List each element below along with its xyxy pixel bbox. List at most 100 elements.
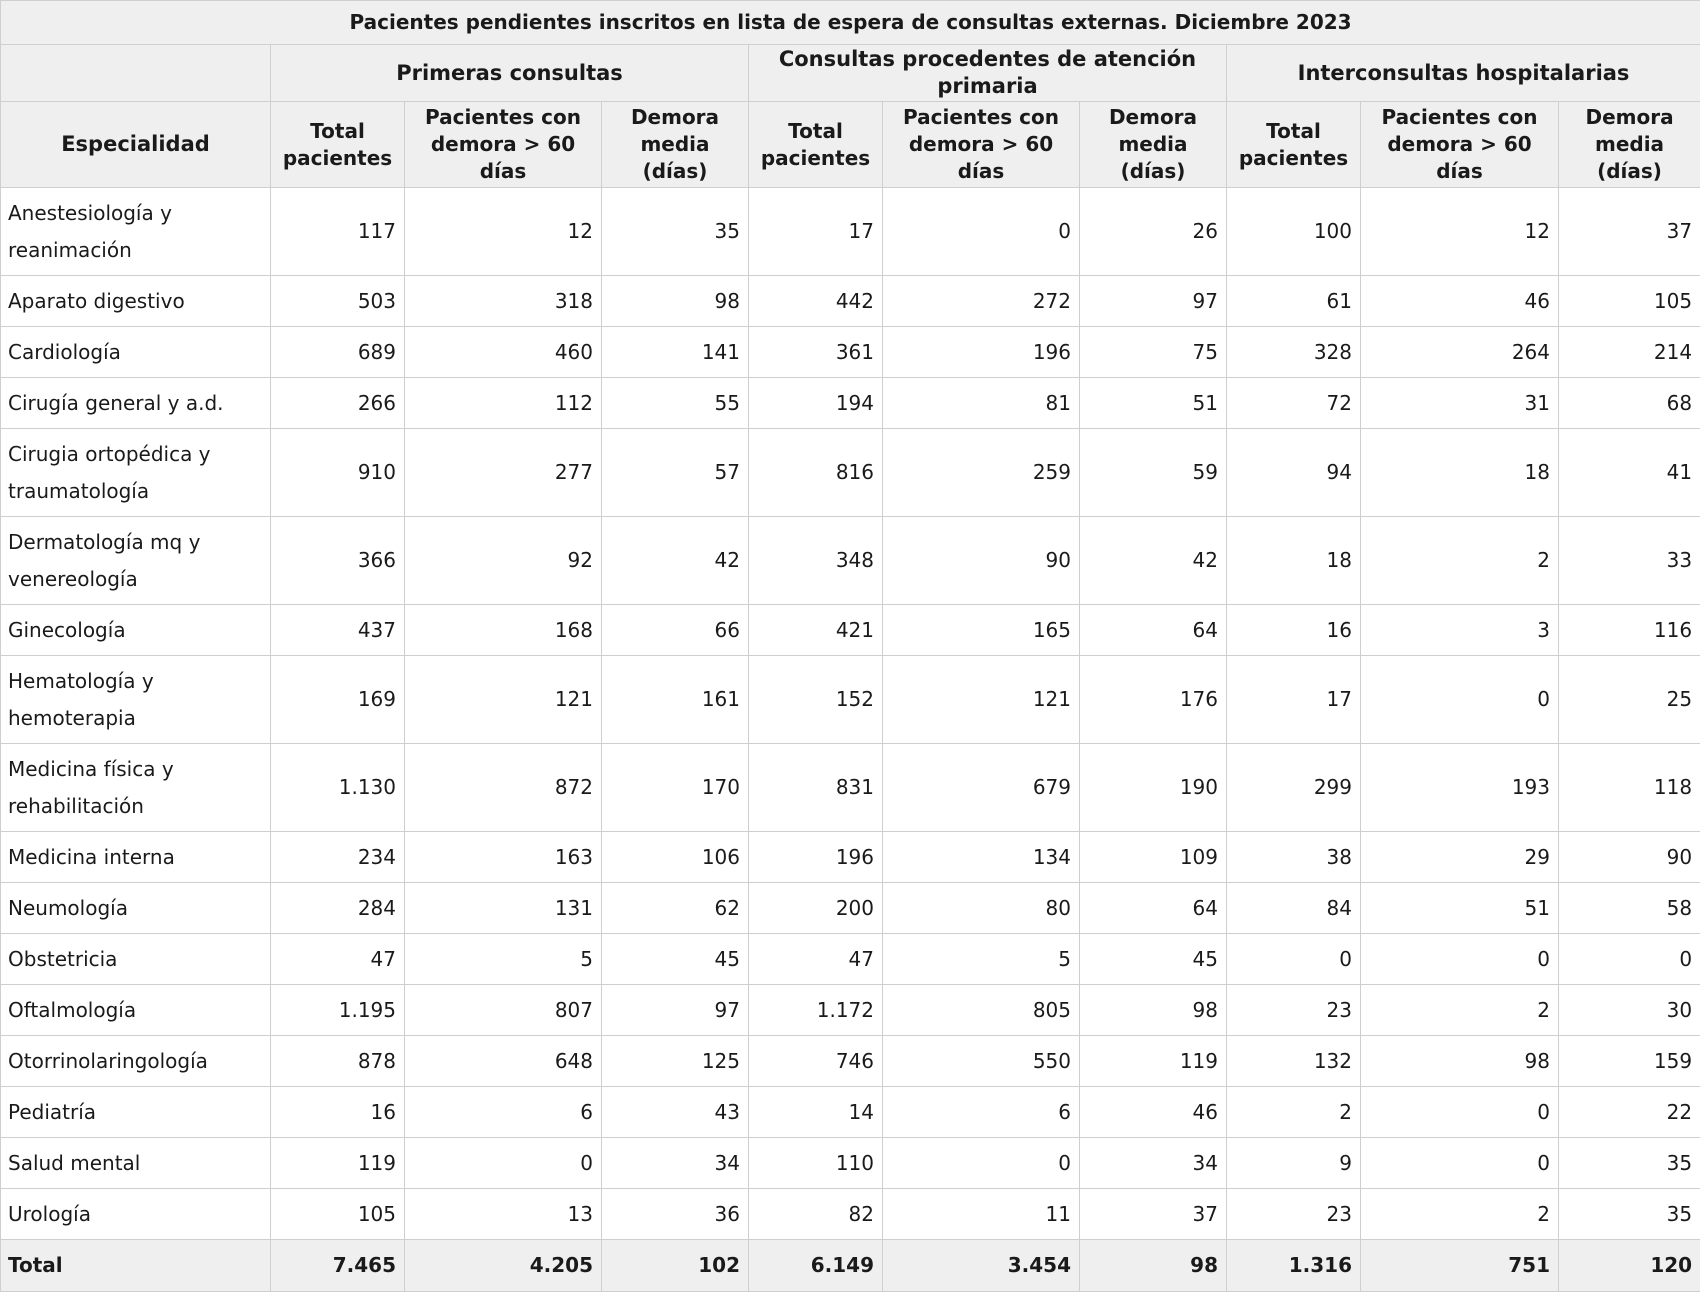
value-cell: 117	[271, 188, 405, 276]
total-cell: 751	[1361, 1240, 1559, 1292]
value-cell: 872	[405, 744, 602, 832]
value-cell: 98	[1361, 1036, 1559, 1087]
value-cell: 746	[749, 1036, 883, 1087]
value-cell: 366	[271, 517, 405, 605]
value-cell: 66	[602, 605, 749, 656]
value-cell: 193	[1361, 744, 1559, 832]
value-cell: 35	[1559, 1189, 1700, 1240]
total-cell: 6.149	[749, 1240, 883, 1292]
value-cell: 90	[883, 517, 1080, 605]
value-cell: 41	[1559, 429, 1700, 517]
value-cell: 55	[602, 378, 749, 429]
group-header-interconsultas: Interconsultas hospitalarias	[1227, 45, 1700, 102]
value-cell: 43	[602, 1087, 749, 1138]
value-cell: 121	[883, 656, 1080, 744]
value-cell: 163	[405, 832, 602, 883]
value-cell: 16	[271, 1087, 405, 1138]
value-cell: 12	[1361, 188, 1559, 276]
value-cell: 0	[1361, 1138, 1559, 1189]
value-cell: 170	[602, 744, 749, 832]
especialidad-cell: Oftalmología	[1, 985, 271, 1036]
value-cell: 31	[1361, 378, 1559, 429]
value-cell: 503	[271, 276, 405, 327]
value-cell: 131	[405, 883, 602, 934]
value-cell: 437	[271, 605, 405, 656]
value-cell: 421	[749, 605, 883, 656]
value-cell: 61	[1227, 276, 1361, 327]
column-header-especialidad: Especialidad	[1, 102, 271, 188]
value-cell: 98	[602, 276, 749, 327]
especialidad-cell: Anestesiología y reanimación	[1, 188, 271, 276]
value-cell: 100	[1227, 188, 1361, 276]
value-cell: 47	[271, 934, 405, 985]
value-cell: 13	[405, 1189, 602, 1240]
value-cell: 141	[602, 327, 749, 378]
value-cell: 116	[1559, 605, 1700, 656]
value-cell: 0	[1227, 934, 1361, 985]
value-cell: 196	[883, 327, 1080, 378]
value-cell: 125	[602, 1036, 749, 1087]
especialidad-cell: Hematología y hemoterapia	[1, 656, 271, 744]
total-cell: 4.205	[405, 1240, 602, 1292]
group-header-primeras: Primeras consultas	[271, 45, 749, 102]
especialidad-cell: Salud mental	[1, 1138, 271, 1189]
especialidad-cell: Cirugía general y a.d.	[1, 378, 271, 429]
total-label: Total	[1, 1240, 271, 1292]
value-cell: 90	[1559, 832, 1700, 883]
column-header-total: Total pacientes	[1227, 102, 1361, 188]
value-cell: 805	[883, 985, 1080, 1036]
value-cell: 84	[1227, 883, 1361, 934]
value-cell: 0	[1559, 934, 1700, 985]
value-cell: 29	[1361, 832, 1559, 883]
especialidad-cell: Medicina interna	[1, 832, 271, 883]
value-cell: 16	[1227, 605, 1361, 656]
value-cell: 62	[602, 883, 749, 934]
value-cell: 9	[1227, 1138, 1361, 1189]
value-cell: 816	[749, 429, 883, 517]
total-cell: 3.454	[883, 1240, 1080, 1292]
especialidad-cell: Cardiología	[1, 327, 271, 378]
especialidad-cell: Pediatría	[1, 1087, 271, 1138]
value-cell: 259	[883, 429, 1080, 517]
value-cell: 165	[883, 605, 1080, 656]
group-header-empty	[1, 45, 271, 102]
value-cell: 64	[1080, 605, 1227, 656]
value-cell: 194	[749, 378, 883, 429]
value-cell: 5	[405, 934, 602, 985]
value-cell: 6	[883, 1087, 1080, 1138]
value-cell: 214	[1559, 327, 1700, 378]
value-cell: 161	[602, 656, 749, 744]
value-cell: 80	[883, 883, 1080, 934]
value-cell: 648	[405, 1036, 602, 1087]
especialidad-cell: Obstetricia	[1, 934, 271, 985]
value-cell: 14	[749, 1087, 883, 1138]
column-header-demora-60: Pacientes con demora > 60 días	[883, 102, 1080, 188]
value-cell: 37	[1559, 188, 1700, 276]
value-cell: 26	[1080, 188, 1227, 276]
value-cell: 97	[1080, 276, 1227, 327]
value-cell: 18	[1361, 429, 1559, 517]
value-cell: 82	[749, 1189, 883, 1240]
value-cell: 36	[602, 1189, 749, 1240]
value-cell: 58	[1559, 883, 1700, 934]
value-cell: 2	[1361, 517, 1559, 605]
value-cell: 75	[1080, 327, 1227, 378]
value-cell: 6	[405, 1087, 602, 1138]
especialidad-cell: Ginecología	[1, 605, 271, 656]
value-cell: 12	[405, 188, 602, 276]
value-cell: 59	[1080, 429, 1227, 517]
value-cell: 109	[1080, 832, 1227, 883]
value-cell: 0	[1361, 656, 1559, 744]
column-header-demora-60: Pacientes con demora > 60 días	[1361, 102, 1559, 188]
total-cell: 1.316	[1227, 1240, 1361, 1292]
value-cell: 23	[1227, 985, 1361, 1036]
value-cell: 1.130	[271, 744, 405, 832]
value-cell: 25	[1559, 656, 1700, 744]
